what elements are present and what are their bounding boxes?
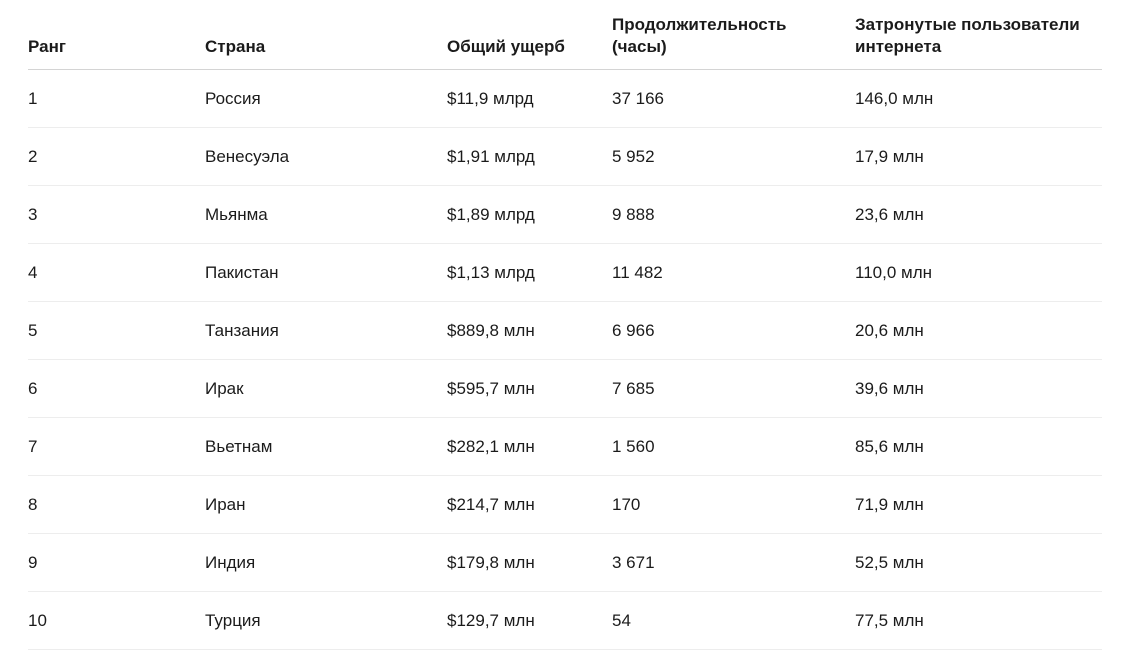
- cell-affected-users: 71,9 млн: [855, 475, 1102, 534]
- cell-country: Индия: [205, 533, 447, 592]
- column-header-label: Затронутые пользователи интернета: [855, 15, 1080, 56]
- table-row: 5 Танзания $889,8 млн 6 966 20,6 млн: [28, 301, 1102, 360]
- cell-country: Мьянма: [205, 185, 447, 244]
- cell-country: Вьетнам: [205, 417, 447, 476]
- cell-total-damage: $1,91 млрд: [447, 127, 612, 186]
- table-header: Ранг Страна Общий ущерб Продолжительность (…: [28, 0, 1102, 70]
- cell-country: Россия: [205, 69, 447, 128]
- table-row: 1 Россия $11,9 млрд 37 166 146,0 млн: [28, 69, 1102, 128]
- cell-duration-hours: 3 671: [612, 533, 855, 592]
- cell-rank: 3: [28, 185, 205, 244]
- cell-total-damage: $179,8 млн: [447, 533, 612, 592]
- table-row: 4 Пакистан $1,13 млрд 11 482 110,0 млн: [28, 243, 1102, 302]
- cell-rank: 4: [28, 243, 205, 302]
- cell-duration-hours: 54: [612, 591, 855, 650]
- column-header-label: Ранг: [28, 37, 66, 56]
- cell-duration-hours: 170: [612, 475, 855, 534]
- column-header-affected-users: Затронутые пользователи интернета: [855, 0, 1102, 70]
- cell-rank: 8: [28, 475, 205, 534]
- cell-total-damage: $889,8 млн: [447, 301, 612, 360]
- table-row: 6 Ирак $595,7 млн 7 685 39,6 млн: [28, 359, 1102, 418]
- cell-duration-hours: 6 966: [612, 301, 855, 360]
- cell-duration-hours: 1 560: [612, 417, 855, 476]
- cell-affected-users: 146,0 млн: [855, 69, 1102, 128]
- data-table: Ранг Страна Общий ущерб Продолжительность (…: [28, 0, 1102, 650]
- cell-affected-users: 110,0 млн: [855, 243, 1102, 302]
- column-header-country: Страна: [205, 0, 447, 70]
- cell-total-damage: $11,9 млрд: [447, 69, 612, 128]
- table-row: 7 Вьетнам $282,1 млн 1 560 85,6 млн: [28, 417, 1102, 476]
- column-header-label: Общий ущерб: [447, 37, 565, 56]
- cell-rank: 7: [28, 417, 205, 476]
- cell-country: Пакистан: [205, 243, 447, 302]
- cell-country: Ирак: [205, 359, 447, 418]
- cell-duration-hours: 7 685: [612, 359, 855, 418]
- column-header-label: Продолжительность (часы): [612, 15, 787, 56]
- table-row: 3 Мьянма $1,89 млрд 9 888 23,6 млн: [28, 185, 1102, 244]
- cell-rank: 5: [28, 301, 205, 360]
- cell-duration-hours: 37 166: [612, 69, 855, 128]
- cell-country: Танзания: [205, 301, 447, 360]
- cell-country: Турция: [205, 591, 447, 650]
- cell-affected-users: 39,6 млн: [855, 359, 1102, 418]
- column-header-label: Страна: [205, 37, 266, 56]
- cell-total-damage: $129,7 млн: [447, 591, 612, 650]
- cell-rank: 10: [28, 591, 205, 650]
- cell-rank: 9: [28, 533, 205, 592]
- cell-total-damage: $282,1 млн: [447, 417, 612, 476]
- table-row: 8 Иран $214,7 млн 170 71,9 млн: [28, 475, 1102, 534]
- cell-affected-users: 77,5 млн: [855, 591, 1102, 650]
- cell-rank: 1: [28, 69, 205, 128]
- cell-rank: 2: [28, 127, 205, 186]
- cell-total-damage: $214,7 млн: [447, 475, 612, 534]
- column-header-rank: Ранг: [28, 0, 205, 70]
- column-header-duration-hours: Продолжительность (часы): [612, 0, 855, 70]
- header-row: Ранг Страна Общий ущерб Продолжительность (…: [28, 0, 1102, 70]
- cell-affected-users: 85,6 млн: [855, 417, 1102, 476]
- column-header-total-damage: Общий ущерб: [447, 0, 612, 70]
- cell-duration-hours: 11 482: [612, 243, 855, 302]
- cell-total-damage: $595,7 млн: [447, 359, 612, 418]
- cell-country: Венесуэла: [205, 127, 447, 186]
- cell-total-damage: $1,89 млрд: [447, 185, 612, 244]
- table-body: 1 Россия $11,9 млрд 37 166 146,0 млн 2 Венесуэ…: [28, 69, 1102, 650]
- cell-affected-users: 20,6 млн: [855, 301, 1102, 360]
- cell-total-damage: $1,13 млрд: [447, 243, 612, 302]
- cell-rank: 6: [28, 359, 205, 418]
- table-row: 2 Венесуэла $1,91 млрд 5 952 17,9 млн: [28, 127, 1102, 186]
- table-row: 9 Индия $179,8 млн 3 671 52,5 млн: [28, 533, 1102, 592]
- cell-affected-users: 23,6 млн: [855, 185, 1102, 244]
- cell-affected-users: 52,5 млн: [855, 533, 1102, 592]
- cell-affected-users: 17,9 млн: [855, 127, 1102, 186]
- cell-duration-hours: 9 888: [612, 185, 855, 244]
- cell-country: Иран: [205, 475, 447, 534]
- table-row: 10 Турция $129,7 млн 54 77,5 млн: [28, 591, 1102, 650]
- cell-duration-hours: 5 952: [612, 127, 855, 186]
